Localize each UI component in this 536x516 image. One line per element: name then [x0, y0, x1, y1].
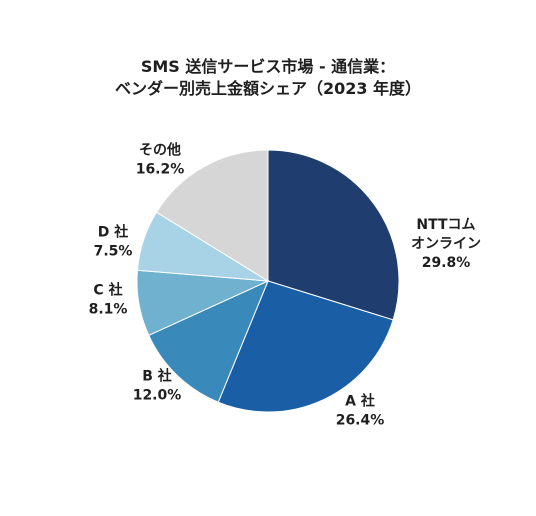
slice-value-2: 12.0% — [133, 388, 182, 404]
pie-slice-2 — [148, 280, 269, 403]
slice-value-1: 26.4% — [336, 413, 385, 429]
slice-name-2-0: B 社 — [142, 368, 172, 385]
slice-label-3: C 社 8.1% — [89, 282, 128, 318]
slice-name-0-1: オンライン — [411, 236, 481, 252]
chart-title: SMS 送信サービス市場 - 通信業： ベンダー別売上金額シェア（2023 年度… — [115, 57, 421, 98]
chart-title-line-2: ベンダー別売上金額シェア（2023 年度） — [115, 79, 421, 98]
pie-slice-1 — [217, 280, 394, 413]
slice-label-0: NTTコムオンライン 29.8% — [411, 217, 481, 271]
slice-label-5: その他 16.2% — [136, 142, 185, 178]
slice-value-5: 16.2% — [136, 162, 185, 178]
slice-value-3: 8.1% — [89, 302, 128, 318]
chart-title-line-1: SMS 送信サービス市場 - 通信業： — [141, 57, 395, 76]
slice-name-1-0: A 社 — [345, 393, 375, 410]
slice-label-2: B 社 12.0% — [133, 368, 182, 404]
pie-slice-0 — [267, 149, 400, 321]
pie-slices — [136, 149, 400, 413]
slice-label-4: D 社 7.5% — [94, 224, 133, 260]
slice-name-0-0: NTTコム — [416, 217, 475, 233]
slice-name-4-0: D 社 — [98, 224, 129, 241]
slice-label-1: A 社 26.4% — [336, 393, 385, 429]
pie-slice-5 — [155, 149, 269, 282]
slice-value-0: 29.8% — [422, 255, 471, 271]
slice-value-4: 7.5% — [94, 244, 133, 260]
slice-name-3-0: C 社 — [93, 282, 122, 299]
slice-name-5-0: その他 — [139, 142, 181, 159]
slice-labels: NTTコムオンライン 29.8% A 社 26.4% B 社 12.0% C 社 8.1% D … — [89, 142, 481, 429]
